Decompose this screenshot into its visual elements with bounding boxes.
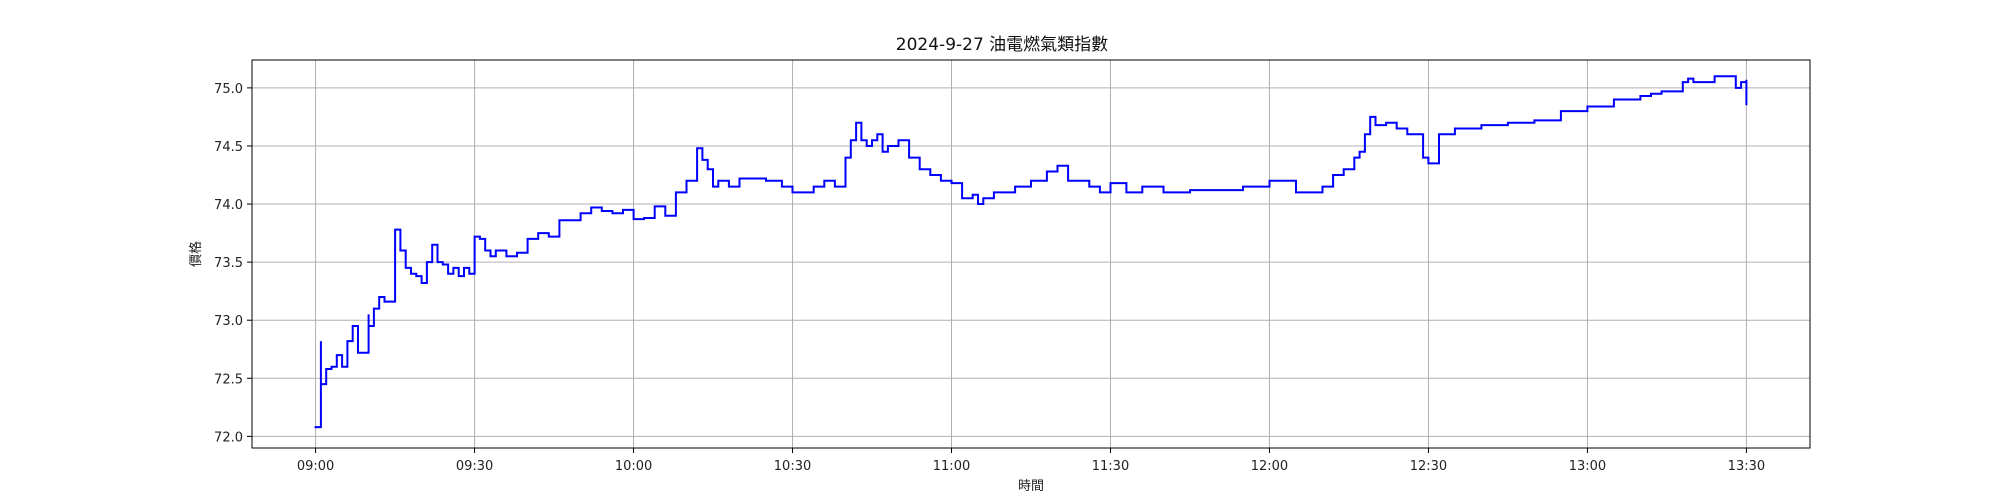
x-tick-label: 13:00 bbox=[1569, 459, 1606, 474]
y-tick-label: 75.0 bbox=[214, 82, 243, 97]
x-tick-label: 13:30 bbox=[1728, 459, 1765, 474]
x-tick-label: 12:30 bbox=[1410, 459, 1447, 474]
series-line bbox=[314, 75, 1748, 429]
chart-title: 2024-9-27 油電燃氣類指數 bbox=[896, 35, 1108, 55]
y-tick-label: 72.5 bbox=[214, 372, 243, 387]
grid-lines bbox=[252, 60, 1810, 448]
x-tick-label: 10:30 bbox=[774, 459, 811, 474]
plot-area bbox=[314, 75, 1748, 429]
x-tick-label: 11:00 bbox=[933, 459, 970, 474]
y-tick-label: 72.0 bbox=[214, 430, 243, 445]
y-tick-label: 74.0 bbox=[214, 198, 243, 213]
y-axis: 72.0 72.5 73.0 73.5 74.0 74.5 75.0 bbox=[214, 82, 252, 445]
y-tick-label: 73.5 bbox=[214, 256, 243, 271]
y-tick-label: 74.5 bbox=[214, 140, 243, 155]
x-axis-label: 時間 bbox=[1018, 479, 1044, 494]
x-axis: 09:00 09:30 10:00 10:30 11:00 11:30 12:00 12:30… bbox=[297, 448, 1765, 474]
plot-frame bbox=[251, 59, 1811, 449]
y-axis-label: 價格 bbox=[188, 241, 204, 267]
x-tick-label: 11:30 bbox=[1092, 459, 1129, 474]
x-tick-label: 12:00 bbox=[1251, 459, 1288, 474]
y-tick-label: 73.0 bbox=[214, 314, 243, 329]
x-tick-label: 09:00 bbox=[297, 459, 334, 474]
x-tick-label: 10:00 bbox=[615, 459, 652, 474]
x-tick-label: 09:30 bbox=[456, 459, 493, 474]
